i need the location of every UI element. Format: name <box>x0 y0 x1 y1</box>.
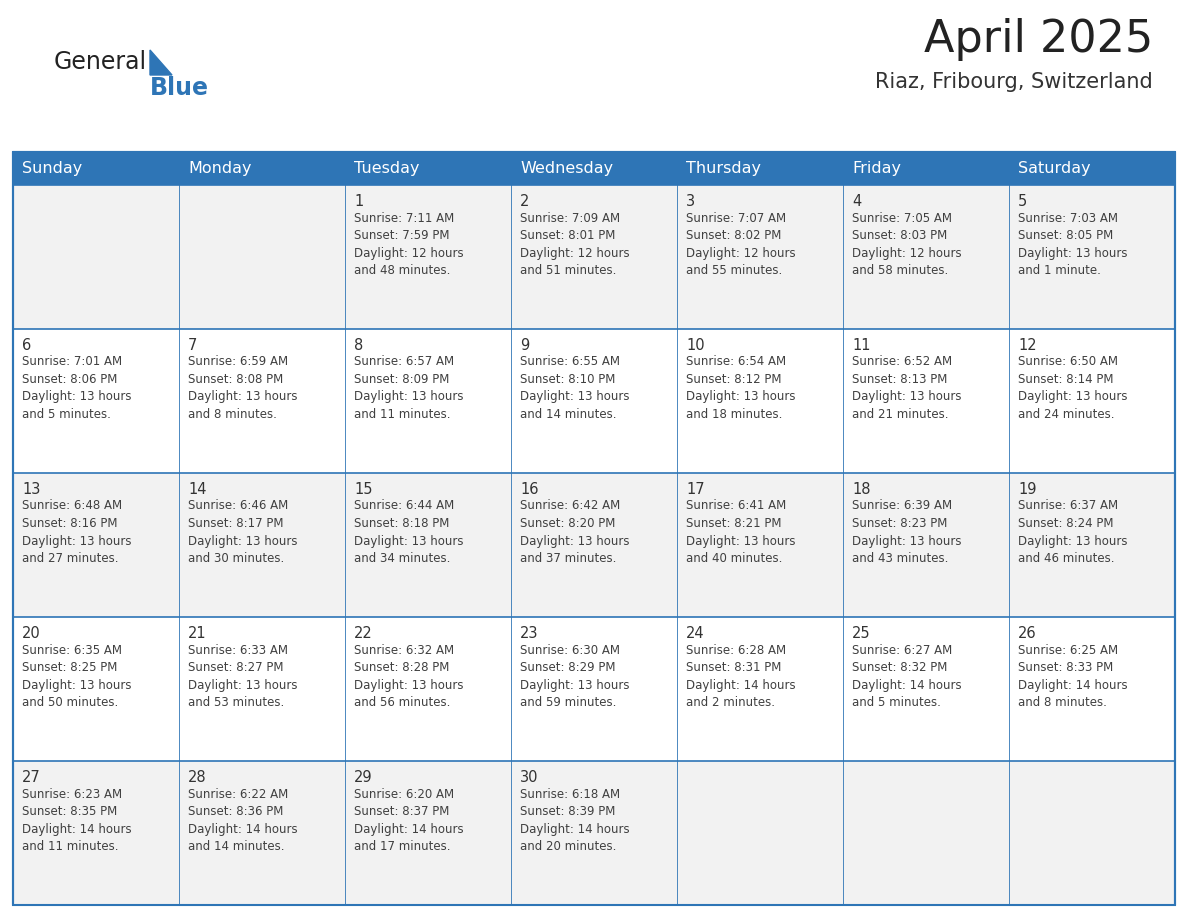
Text: 3: 3 <box>685 194 695 209</box>
Text: Sunrise: 6:48 AM
Sunset: 8:16 PM
Daylight: 13 hours
and 27 minutes.: Sunrise: 6:48 AM Sunset: 8:16 PM Dayligh… <box>23 499 132 565</box>
Text: 18: 18 <box>852 482 871 497</box>
Text: Sunrise: 6:23 AM
Sunset: 8:35 PM
Daylight: 14 hours
and 11 minutes.: Sunrise: 6:23 AM Sunset: 8:35 PM Dayligh… <box>23 788 132 853</box>
Text: Sunrise: 6:35 AM
Sunset: 8:25 PM
Daylight: 13 hours
and 50 minutes.: Sunrise: 6:35 AM Sunset: 8:25 PM Dayligh… <box>23 644 132 709</box>
Text: 9: 9 <box>520 338 529 353</box>
Text: 8: 8 <box>354 338 364 353</box>
Text: 10: 10 <box>685 338 704 353</box>
Text: 13: 13 <box>23 482 40 497</box>
Text: Saturday: Saturday <box>1018 161 1091 176</box>
Text: 2: 2 <box>520 194 530 209</box>
Bar <box>13 617 1175 761</box>
Text: Sunrise: 7:03 AM
Sunset: 8:05 PM
Daylight: 13 hours
and 1 minute.: Sunrise: 7:03 AM Sunset: 8:05 PM Dayligh… <box>1018 211 1127 277</box>
Text: 19: 19 <box>1018 482 1036 497</box>
Bar <box>13 185 1175 329</box>
Text: 24: 24 <box>685 626 704 641</box>
Text: Sunrise: 7:09 AM
Sunset: 8:01 PM
Daylight: 12 hours
and 51 minutes.: Sunrise: 7:09 AM Sunset: 8:01 PM Dayligh… <box>520 211 630 277</box>
Text: Riaz, Fribourg, Switzerland: Riaz, Fribourg, Switzerland <box>876 72 1154 92</box>
Text: April 2025: April 2025 <box>924 18 1154 61</box>
Text: Sunrise: 6:42 AM
Sunset: 8:20 PM
Daylight: 13 hours
and 37 minutes.: Sunrise: 6:42 AM Sunset: 8:20 PM Dayligh… <box>520 499 630 565</box>
Bar <box>13 473 1175 617</box>
Text: Sunrise: 6:54 AM
Sunset: 8:12 PM
Daylight: 13 hours
and 18 minutes.: Sunrise: 6:54 AM Sunset: 8:12 PM Dayligh… <box>685 355 796 421</box>
Text: Sunrise: 6:32 AM
Sunset: 8:28 PM
Daylight: 13 hours
and 56 minutes.: Sunrise: 6:32 AM Sunset: 8:28 PM Dayligh… <box>354 644 463 709</box>
Text: 27: 27 <box>23 770 40 785</box>
Bar <box>13 152 1175 905</box>
Polygon shape <box>150 50 172 75</box>
Text: 29: 29 <box>354 770 373 785</box>
Text: Thursday: Thursday <box>685 161 762 176</box>
Text: 16: 16 <box>520 482 538 497</box>
Text: Sunrise: 6:52 AM
Sunset: 8:13 PM
Daylight: 13 hours
and 21 minutes.: Sunrise: 6:52 AM Sunset: 8:13 PM Dayligh… <box>852 355 961 421</box>
Text: 21: 21 <box>188 626 207 641</box>
Text: 22: 22 <box>354 626 373 641</box>
Text: Sunrise: 6:20 AM
Sunset: 8:37 PM
Daylight: 14 hours
and 17 minutes.: Sunrise: 6:20 AM Sunset: 8:37 PM Dayligh… <box>354 788 463 853</box>
Text: 28: 28 <box>188 770 207 785</box>
Text: Sunrise: 6:46 AM
Sunset: 8:17 PM
Daylight: 13 hours
and 30 minutes.: Sunrise: 6:46 AM Sunset: 8:17 PM Dayligh… <box>188 499 297 565</box>
Text: Sunrise: 6:30 AM
Sunset: 8:29 PM
Daylight: 13 hours
and 59 minutes.: Sunrise: 6:30 AM Sunset: 8:29 PM Dayligh… <box>520 644 630 709</box>
Text: 4: 4 <box>852 194 861 209</box>
Text: Sunrise: 7:11 AM
Sunset: 7:59 PM
Daylight: 12 hours
and 48 minutes.: Sunrise: 7:11 AM Sunset: 7:59 PM Dayligh… <box>354 211 463 277</box>
Text: 14: 14 <box>188 482 207 497</box>
Text: Tuesday: Tuesday <box>354 161 419 176</box>
Text: Sunrise: 6:44 AM
Sunset: 8:18 PM
Daylight: 13 hours
and 34 minutes.: Sunrise: 6:44 AM Sunset: 8:18 PM Dayligh… <box>354 499 463 565</box>
Text: 30: 30 <box>520 770 538 785</box>
Text: Sunrise: 7:07 AM
Sunset: 8:02 PM
Daylight: 12 hours
and 55 minutes.: Sunrise: 7:07 AM Sunset: 8:02 PM Dayligh… <box>685 211 796 277</box>
Text: Sunrise: 6:22 AM
Sunset: 8:36 PM
Daylight: 14 hours
and 14 minutes.: Sunrise: 6:22 AM Sunset: 8:36 PM Dayligh… <box>188 788 298 853</box>
Text: Sunrise: 6:28 AM
Sunset: 8:31 PM
Daylight: 14 hours
and 2 minutes.: Sunrise: 6:28 AM Sunset: 8:31 PM Dayligh… <box>685 644 796 709</box>
Text: Sunrise: 6:55 AM
Sunset: 8:10 PM
Daylight: 13 hours
and 14 minutes.: Sunrise: 6:55 AM Sunset: 8:10 PM Dayligh… <box>520 355 630 421</box>
Text: 12: 12 <box>1018 338 1037 353</box>
Text: 7: 7 <box>188 338 197 353</box>
Text: Sunrise: 6:37 AM
Sunset: 8:24 PM
Daylight: 13 hours
and 46 minutes.: Sunrise: 6:37 AM Sunset: 8:24 PM Dayligh… <box>1018 499 1127 565</box>
Text: Sunrise: 6:59 AM
Sunset: 8:08 PM
Daylight: 13 hours
and 8 minutes.: Sunrise: 6:59 AM Sunset: 8:08 PM Dayligh… <box>188 355 297 421</box>
Bar <box>13 329 1175 473</box>
Text: 1: 1 <box>354 194 364 209</box>
Bar <box>13 761 1175 905</box>
Text: 17: 17 <box>685 482 704 497</box>
Text: 6: 6 <box>23 338 31 353</box>
Text: 15: 15 <box>354 482 373 497</box>
Text: Sunrise: 6:39 AM
Sunset: 8:23 PM
Daylight: 13 hours
and 43 minutes.: Sunrise: 6:39 AM Sunset: 8:23 PM Dayligh… <box>852 499 961 565</box>
Text: Sunrise: 7:05 AM
Sunset: 8:03 PM
Daylight: 12 hours
and 58 minutes.: Sunrise: 7:05 AM Sunset: 8:03 PM Dayligh… <box>852 211 961 277</box>
Text: Blue: Blue <box>150 76 209 100</box>
Text: 20: 20 <box>23 626 40 641</box>
Text: Sunday: Sunday <box>23 161 82 176</box>
Text: Monday: Monday <box>188 161 252 176</box>
Text: Sunrise: 6:18 AM
Sunset: 8:39 PM
Daylight: 14 hours
and 20 minutes.: Sunrise: 6:18 AM Sunset: 8:39 PM Dayligh… <box>520 788 630 853</box>
Text: Sunrise: 6:57 AM
Sunset: 8:09 PM
Daylight: 13 hours
and 11 minutes.: Sunrise: 6:57 AM Sunset: 8:09 PM Dayligh… <box>354 355 463 421</box>
Text: Sunrise: 6:25 AM
Sunset: 8:33 PM
Daylight: 14 hours
and 8 minutes.: Sunrise: 6:25 AM Sunset: 8:33 PM Dayligh… <box>1018 644 1127 709</box>
Text: Wednesday: Wednesday <box>520 161 613 176</box>
Text: Friday: Friday <box>852 161 901 176</box>
Text: Sunrise: 6:41 AM
Sunset: 8:21 PM
Daylight: 13 hours
and 40 minutes.: Sunrise: 6:41 AM Sunset: 8:21 PM Dayligh… <box>685 499 796 565</box>
Text: Sunrise: 7:01 AM
Sunset: 8:06 PM
Daylight: 13 hours
and 5 minutes.: Sunrise: 7:01 AM Sunset: 8:06 PM Dayligh… <box>23 355 132 421</box>
Text: 23: 23 <box>520 626 538 641</box>
Text: 26: 26 <box>1018 626 1037 641</box>
Bar <box>13 152 1175 185</box>
Text: Sunrise: 6:50 AM
Sunset: 8:14 PM
Daylight: 13 hours
and 24 minutes.: Sunrise: 6:50 AM Sunset: 8:14 PM Dayligh… <box>1018 355 1127 421</box>
Text: General: General <box>53 50 147 74</box>
Text: 25: 25 <box>852 626 871 641</box>
Text: Sunrise: 6:27 AM
Sunset: 8:32 PM
Daylight: 14 hours
and 5 minutes.: Sunrise: 6:27 AM Sunset: 8:32 PM Dayligh… <box>852 644 961 709</box>
Text: 11: 11 <box>852 338 871 353</box>
Text: Sunrise: 6:33 AM
Sunset: 8:27 PM
Daylight: 13 hours
and 53 minutes.: Sunrise: 6:33 AM Sunset: 8:27 PM Dayligh… <box>188 644 297 709</box>
Text: 5: 5 <box>1018 194 1028 209</box>
